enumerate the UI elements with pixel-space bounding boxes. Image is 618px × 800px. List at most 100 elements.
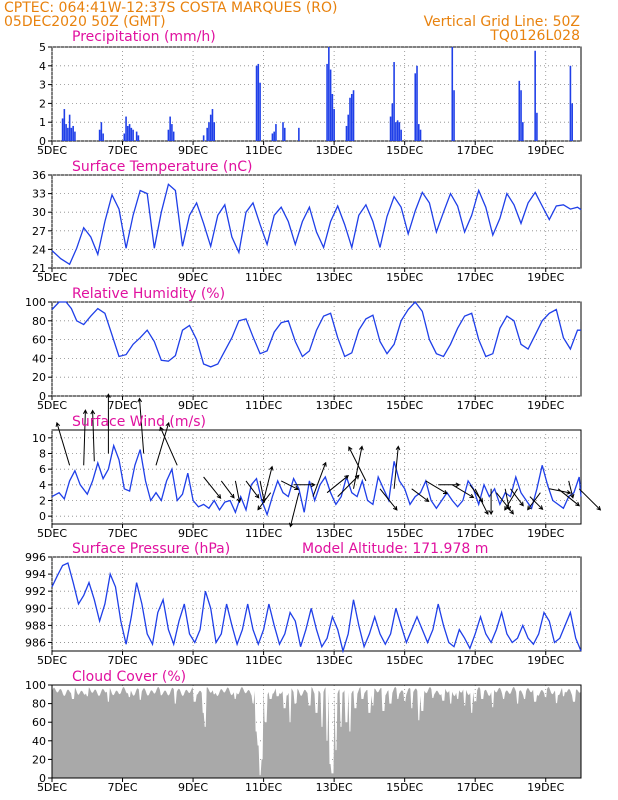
y-tick-label: 0 — [39, 390, 46, 403]
panel-note: Model Altitude: 171.978 m — [302, 541, 488, 557]
x-tick-label: 9DEC — [178, 527, 208, 540]
wind-arrow — [425, 480, 448, 495]
y-tick-label: 27 — [32, 225, 46, 238]
precip-bar — [453, 90, 455, 141]
panel-title: Cloud Cover (%) — [72, 669, 186, 685]
y-tick-label: 30 — [32, 206, 46, 219]
y-tick-label: 986 — [25, 636, 46, 649]
y-tick-label: 996 — [25, 551, 46, 564]
x-tick-label: 19DEC — [527, 271, 564, 284]
y-tick-label: 5 — [39, 41, 46, 54]
y-tick-label: 988 — [25, 619, 46, 632]
precip-bar — [127, 125, 129, 141]
wind-arrow — [568, 480, 575, 499]
wind-arrow — [245, 480, 260, 499]
precip-bar — [417, 124, 420, 141]
x-tick-label: 5DEC — [37, 654, 67, 667]
x-tick-label: 13DEC — [316, 654, 353, 667]
panel-rh: 0 20 40 60 80 100 5DEC 7DEC 9DEC 11DEC 13DEC 15DEC 1… — [25, 286, 582, 412]
x-tick-label: 7DEC — [107, 144, 137, 157]
precip-bar — [389, 116, 392, 141]
y-tick-label: 0 — [39, 772, 46, 785]
x-tick-label: 7DEC — [107, 654, 137, 667]
precip-bar — [61, 118, 64, 141]
x-tick-label: 11DEC — [245, 271, 282, 284]
precip-bar — [398, 122, 401, 141]
precip-bar — [257, 63, 260, 141]
x-tick-label: 7DEC — [107, 781, 137, 794]
precip-bar — [347, 114, 350, 141]
y-tick-label: 20 — [32, 753, 46, 766]
panel-frame — [51, 684, 582, 779]
precip-bar — [102, 133, 104, 141]
panel-title: Surface Pressure (hPa) — [72, 541, 230, 557]
wind-arrow — [438, 482, 461, 488]
wind-arrow — [393, 445, 401, 489]
precip-bar — [135, 131, 138, 141]
precip-bar — [329, 69, 332, 141]
wind-arrow — [234, 480, 242, 504]
wind-arrow — [549, 488, 572, 495]
precip-bar — [333, 109, 335, 141]
y-tick-label: 24 — [32, 243, 46, 256]
x-tick-label: 5DEC — [37, 271, 67, 284]
precip-bar — [137, 135, 140, 141]
x-tick-label: 19DEC — [527, 781, 564, 794]
header-grid-note: Vertical Grid Line: 50Z — [424, 14, 580, 30]
wind-arrow — [474, 488, 489, 516]
x-tick-label: 5DEC — [37, 144, 67, 157]
x-tick-label: 15DEC — [386, 399, 423, 412]
wind-arrow — [82, 409, 88, 466]
y-tick-label: 994 — [25, 568, 46, 581]
header-run-time: 05DEC2020 50Z (GMT) — [4, 14, 166, 30]
precip-bar — [65, 124, 67, 141]
panel-wind: 0 2 4 6 8 10 5DEC 7DEC 9DEC 11DEC 13DEC 15DEC 17DEC 1… — [32, 393, 602, 540]
precip-bar — [98, 129, 101, 141]
wind-arrow — [220, 480, 235, 499]
precip-bar — [520, 90, 522, 141]
y-tick-label: 1 — [39, 116, 46, 129]
y-tick-label: 4 — [39, 479, 46, 492]
precip-bar — [298, 127, 300, 141]
precip-bar — [206, 127, 208, 141]
precip-bar — [208, 122, 210, 141]
panel-press: 986 988 990 992 994 996 5DEC 7DEC 9DEC 11DEC 13DEC… — [25, 541, 582, 667]
wind-arrow — [488, 488, 494, 516]
wind-arrow — [90, 409, 96, 462]
precip-bar — [271, 133, 274, 141]
wind-arrow — [280, 480, 300, 490]
wind-arrow — [159, 426, 178, 466]
precip-bar — [130, 127, 133, 141]
y-tick-label: 36 — [32, 169, 46, 182]
precip-bar — [72, 125, 74, 141]
wind-arrow — [452, 484, 475, 499]
y-tick-label: 80 — [32, 315, 46, 328]
panel-title: Precipitation (mm/h) — [72, 29, 216, 45]
x-tick-label: 5DEC — [37, 781, 67, 794]
x-tick-label: 19DEC — [527, 399, 564, 412]
y-tick-label: 60 — [32, 716, 46, 729]
wind-arrow — [293, 482, 316, 488]
precip-bar — [400, 129, 402, 141]
x-tick-label: 15DEC — [386, 271, 423, 284]
y-tick-label: 992 — [25, 585, 46, 598]
y-tick-label: 40 — [32, 735, 46, 748]
panel-frame — [51, 556, 582, 652]
x-tick-label: 19DEC — [527, 654, 564, 667]
precip-bar — [132, 129, 134, 141]
x-tick-label: 17DEC — [457, 399, 494, 412]
x-tick-label: 5DEC — [37, 527, 67, 540]
precip-bar — [275, 124, 277, 141]
x-tick-label: 19DEC — [527, 527, 564, 540]
precip-bar — [169, 116, 171, 141]
panel-frame — [51, 46, 582, 142]
precip-bar — [331, 94, 334, 141]
x-tick-label: 11DEC — [245, 399, 282, 412]
precip-bar — [70, 127, 73, 141]
temp-series-line — [51, 183, 582, 266]
precip-bar — [167, 129, 170, 141]
wind-arrow — [353, 445, 364, 489]
precip-bar — [74, 131, 76, 141]
x-tick-label: 5DEC — [37, 399, 67, 412]
